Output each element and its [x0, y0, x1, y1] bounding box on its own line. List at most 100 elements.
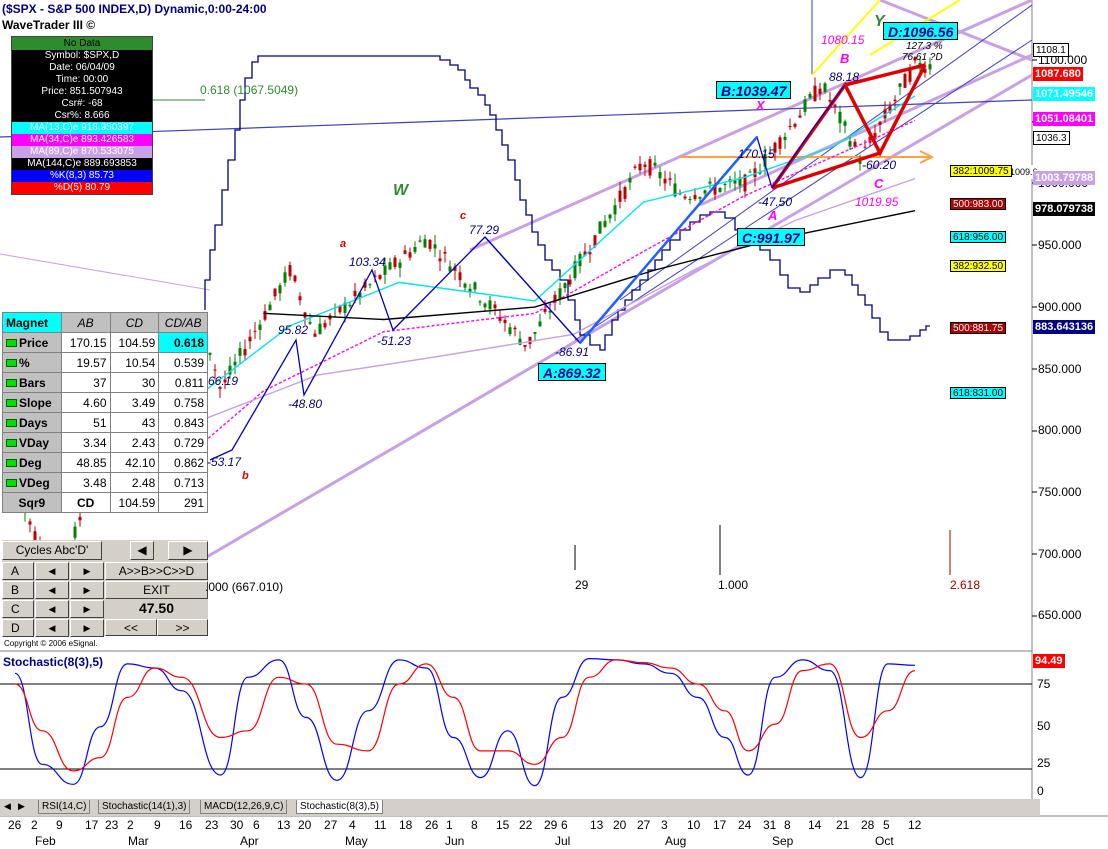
candle-body: [473, 282, 477, 290]
price-tick-label: 700.000: [1038, 546, 1082, 561]
magnet-row-label-text: Bars: [19, 375, 46, 390]
magnet-cdab-value-text: 0.729: [173, 435, 204, 450]
tab-study[interactable]: Stochastic(14(1),3): [98, 800, 191, 814]
magnet-row-label[interactable]: VDay: [2, 432, 62, 453]
magnet-row-label-text: Days: [19, 415, 48, 430]
magnet-row-label[interactable]: Slope: [2, 392, 62, 413]
tab-study[interactable]: MACD(12,26,9,C): [200, 800, 288, 814]
magnet-row-label[interactable]: Deg: [2, 452, 62, 473]
tab-scroll-right-icon[interactable]: ▶: [18, 801, 25, 811]
data-window-row: Price: 851.507943: [12, 86, 152, 98]
cycle-right-arrow-icon[interactable]: ▶: [70, 600, 104, 618]
tab-study[interactable]: RSI(14,C): [38, 800, 91, 814]
date-day-label: 6: [561, 818, 568, 832]
date-day-label: 8: [784, 818, 791, 832]
candle-body: [858, 161, 862, 164]
candle-body: [258, 324, 262, 331]
magnet-cdab-value-text: 0.713: [173, 475, 204, 490]
magnet-row-label[interactable]: Days: [2, 412, 62, 433]
magnet-cdab-value: 0.713: [158, 472, 208, 493]
magnet-row: Price 170.15 104.59 0.618: [2, 332, 208, 353]
fib-label: 29: [575, 578, 589, 592]
date-day-label: 1: [446, 818, 453, 832]
led-indicator-icon: [6, 439, 17, 448]
cycles-title-button[interactable]: Cycles Abc'D': [2, 541, 102, 560]
magnet-cdab-value: 0.618: [158, 332, 208, 353]
magnet-row-label-text: Price: [19, 335, 49, 350]
cycle-value: 47.50: [105, 600, 208, 618]
candle-body: [643, 164, 647, 167]
magnet-cd-value: 43: [109, 412, 160, 433]
channel-upper-line: [469, 0, 1033, 252]
nav-next-button[interactable]: >>: [157, 619, 208, 636]
bc-blue-legs: [771, 84, 846, 189]
magnet-cd-value: 10.54: [109, 352, 160, 373]
magnet-row-label[interactable]: VDeg: [2, 472, 62, 493]
magnet-ab-value-text: 3.48: [83, 475, 107, 490]
data-window-row: Symbol: $SPX,D: [12, 50, 152, 62]
candle-body: [493, 304, 497, 309]
magnet-row-label-text: Deg: [19, 455, 42, 470]
candle-body: [453, 266, 457, 271]
magnet-row-label[interactable]: %: [2, 352, 62, 373]
date-day-label: 9: [154, 818, 161, 832]
date-day-label: 26: [8, 818, 22, 832]
cycle-left-arrow-icon[interactable]: ◀: [35, 562, 69, 580]
candle-body: [218, 387, 222, 389]
cycle-left-arrow-icon[interactable]: ◀: [35, 581, 69, 599]
magnet-row-label[interactable]: Bars: [2, 372, 62, 393]
magnet-cdab-value: 0.729: [158, 432, 208, 453]
candle-body: [403, 250, 407, 254]
price-tick-label: 950.000: [1038, 238, 1082, 253]
cycles-next-arrow-icon[interactable]: ▶: [168, 541, 208, 560]
date-day-label: 4: [349, 818, 356, 832]
date-month-label: May: [345, 834, 368, 848]
cycle-right-arrow-icon[interactable]: ▶: [70, 619, 104, 637]
exit-button[interactable]: EXIT: [105, 581, 208, 599]
tab-scroll-left-icon[interactable]: ◀: [4, 801, 11, 811]
abcd-sequence-button[interactable]: A>>B>>C>>D: [105, 562, 208, 580]
candle-body: [848, 141, 852, 147]
cycle-right-arrow-icon[interactable]: ▶: [70, 581, 104, 599]
candle-body: [718, 187, 722, 192]
candle-body: [618, 190, 622, 202]
nav-prev-button[interactable]: <<: [105, 619, 157, 636]
candle-body: [628, 178, 632, 183]
date-day-label: 30: [230, 818, 244, 832]
magnet-cdab-value-text: 0.862: [173, 455, 204, 470]
magnet-cd-value: 42.10: [109, 452, 160, 473]
magnet-row: VDay 3.34 2.43 0.729: [2, 432, 208, 453]
date-month-label: Jun: [445, 834, 465, 848]
magnet-cdab-value-text: 0.618: [173, 335, 204, 350]
magnet-cdab-value: 0.811: [158, 372, 208, 393]
magnet-row-label-text: Slope: [19, 395, 52, 410]
candle-body: [468, 288, 472, 293]
magnet-ab-value: 51: [60, 412, 111, 433]
swing-label: -53.17: [207, 455, 242, 469]
candle-body: [773, 142, 777, 153]
candle-body: [488, 300, 492, 310]
cycles-prev-arrow-icon[interactable]: ◀: [130, 541, 154, 560]
magnet-title[interactable]: Magnet: [2, 312, 62, 333]
date-day-label: 26: [425, 818, 439, 832]
candle-body: [348, 304, 352, 307]
candle-body: [423, 239, 427, 248]
candle-body: [388, 262, 392, 270]
tab-study[interactable]: Stochastic(8(3),5): [296, 800, 383, 814]
magnet-row-label[interactable]: Price: [2, 332, 62, 353]
candle-body: [703, 190, 707, 194]
wave-label: A: [768, 208, 778, 223]
cycle-left-arrow-icon[interactable]: ◀: [35, 619, 69, 637]
magnet-row: % 19.57 10.54 0.539: [2, 352, 208, 373]
wave-label: b: [242, 470, 249, 482]
magnet-cdab-value: 0.758: [158, 392, 208, 413]
date-day-label: 27: [324, 818, 338, 832]
candle-body: [673, 183, 677, 197]
cycle-left-arrow-icon[interactable]: ◀: [35, 600, 69, 618]
ma-series-line: [123, 95, 916, 450]
cycle-right-arrow-icon[interactable]: ▶: [70, 562, 104, 580]
candle-body: [723, 183, 727, 185]
date-day-label: 5: [883, 818, 890, 832]
swing-label: -51.23: [377, 334, 412, 348]
